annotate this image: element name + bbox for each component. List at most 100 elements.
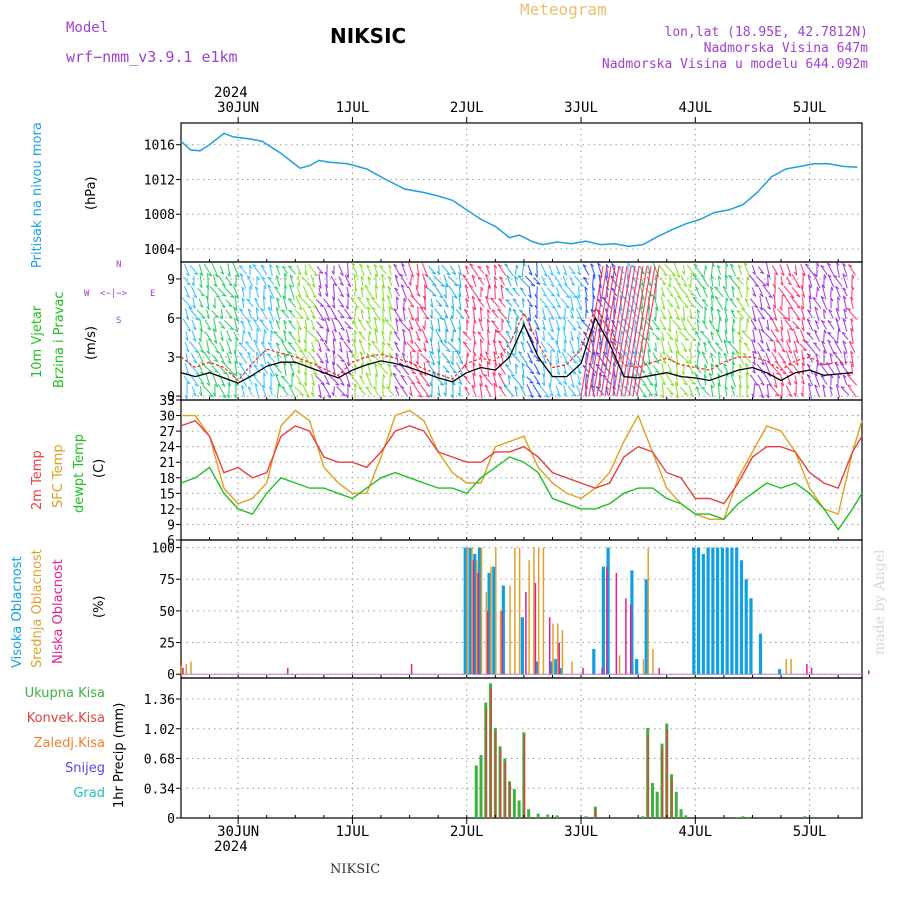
wind-arrow-head xyxy=(367,306,371,311)
wind-arrow xyxy=(724,386,728,396)
wind-arrow xyxy=(261,276,267,286)
wind-arrow-head xyxy=(389,353,393,358)
wind-arrow-head xyxy=(299,393,304,396)
wind-arrow xyxy=(191,330,197,342)
wind-arrow xyxy=(344,275,352,287)
wind-arrow xyxy=(575,296,583,310)
wind-arrow-head xyxy=(319,339,324,342)
wind-arrow-head xyxy=(346,293,350,298)
wind-arrow xyxy=(743,342,751,352)
wind-arrow-head xyxy=(195,372,200,376)
cloud-high-bar xyxy=(635,659,639,675)
wind-arrow xyxy=(294,353,304,363)
wind-arrow xyxy=(778,341,786,353)
wind-arrow xyxy=(326,328,328,344)
legend-ukupna-kisa: Ukupna Kisa xyxy=(24,686,105,701)
wind-arrow-head xyxy=(801,362,805,367)
wind-arrow xyxy=(385,386,395,396)
wind-arrow xyxy=(316,266,324,274)
wind-arrow xyxy=(393,308,401,320)
wind-arrow xyxy=(430,298,434,308)
wind-arrow-head xyxy=(850,296,854,301)
wind-arrow xyxy=(398,318,410,332)
wind-arrow-head xyxy=(430,351,434,355)
wind-arrow-head xyxy=(339,294,344,298)
wind-arrow xyxy=(827,331,835,341)
wind-arrow xyxy=(344,308,352,320)
wind-arrow xyxy=(349,373,361,387)
wind-arrow xyxy=(737,285,743,299)
wind-arrow xyxy=(757,374,765,386)
wind-arrow xyxy=(787,329,791,343)
wind-arrow-head xyxy=(288,331,293,334)
wind-arrow-head xyxy=(514,385,519,390)
wind-arrow-head xyxy=(842,262,847,267)
wind-arrow-head xyxy=(804,340,809,343)
wind-arrow xyxy=(260,264,268,276)
wind-arrow xyxy=(762,330,774,342)
wind-arrow xyxy=(846,307,858,321)
wind-arrow-head xyxy=(739,338,743,343)
wind-arrow-head xyxy=(534,305,538,310)
wind-arrow-head xyxy=(517,275,522,278)
wind-arrow-head xyxy=(714,286,719,289)
wind-arrow xyxy=(393,331,401,341)
wind-arrow-head xyxy=(752,318,757,323)
wind-arrow xyxy=(358,331,366,341)
wind-arrow-head xyxy=(479,338,484,343)
wind-arrow xyxy=(746,318,748,332)
wind-arrow xyxy=(510,374,522,386)
wind-arrow xyxy=(382,319,384,331)
wind-arrow xyxy=(710,331,714,341)
wind-arrow xyxy=(554,275,562,287)
wind-arrow-head xyxy=(754,284,759,288)
wind-arrow-strong xyxy=(604,265,628,397)
wind-arrow-head xyxy=(259,318,264,322)
wind-arrow-head xyxy=(215,295,220,299)
wind-arrow-head xyxy=(462,274,467,278)
wind-arrow-head xyxy=(318,284,322,289)
wind-arrow-head xyxy=(850,328,854,332)
wind-arrow xyxy=(366,353,372,363)
wind-arrow xyxy=(413,363,423,375)
wind-arrow xyxy=(724,330,728,342)
wind-arrow xyxy=(710,306,714,322)
y-tick-label: 6 xyxy=(167,534,175,549)
wind-arrow-head xyxy=(221,305,226,309)
wind-arrow-head xyxy=(674,338,678,343)
wind-arrow-head xyxy=(222,395,227,399)
wind-arrow-head xyxy=(529,381,534,384)
wind-arrow xyxy=(430,339,434,355)
wind-arrow xyxy=(202,384,214,398)
wind-arrow xyxy=(521,362,525,376)
wind-arrow-head xyxy=(717,308,721,313)
wind-arrow-head xyxy=(779,394,783,399)
wind-arrow-head xyxy=(310,392,314,397)
wind-arrow xyxy=(386,295,394,311)
wind-arrow-head xyxy=(737,285,742,290)
wind-arrow-head xyxy=(313,372,318,376)
wind-arrow xyxy=(645,385,653,397)
wind-arrow-head xyxy=(535,338,539,343)
wind-arrow-head xyxy=(484,384,489,388)
wind-arrow xyxy=(674,307,680,321)
wind-arrow-head xyxy=(534,293,538,298)
wind-arrow xyxy=(211,365,219,373)
wind-arrow-head xyxy=(497,263,502,267)
wind-arrow-head xyxy=(239,273,244,277)
wind-arrow xyxy=(287,298,297,308)
wind-arrow-head xyxy=(787,282,792,286)
precip-conv-bar xyxy=(499,749,502,818)
wind-arrow-head xyxy=(772,304,776,309)
cloud-high-bar xyxy=(720,547,724,675)
wind-arrow xyxy=(493,351,497,365)
wind-arrow xyxy=(746,286,748,298)
year-top: 2024 xyxy=(214,85,248,101)
wind-arrow-head xyxy=(519,309,524,312)
wind-arrow-head xyxy=(499,276,504,280)
wind-arrow-strong xyxy=(608,265,632,397)
wind-arrow-head xyxy=(752,370,756,374)
wind-arrow xyxy=(540,341,548,353)
wind-arrow xyxy=(623,386,633,396)
wind-arrow xyxy=(651,319,661,331)
